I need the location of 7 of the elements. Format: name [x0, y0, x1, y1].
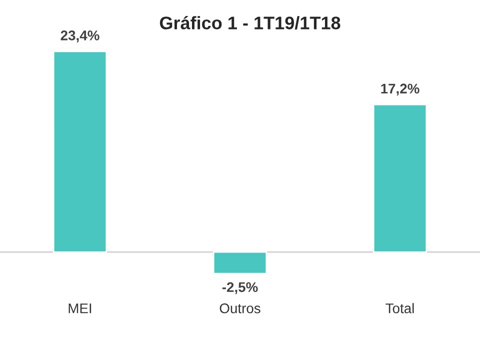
data-label: 17,2%	[381, 84, 420, 96]
x-tick-label: MEI	[68, 304, 92, 314]
x-tick-label: Total	[386, 303, 414, 314]
data-label: 23,4%	[60, 30, 100, 42]
chart-title: Gráfico 1 - 1T19/1T18	[160, 16, 340, 30]
x-tick-label: Outros	[220, 303, 260, 314]
data-label: -2,5%	[222, 282, 258, 294]
